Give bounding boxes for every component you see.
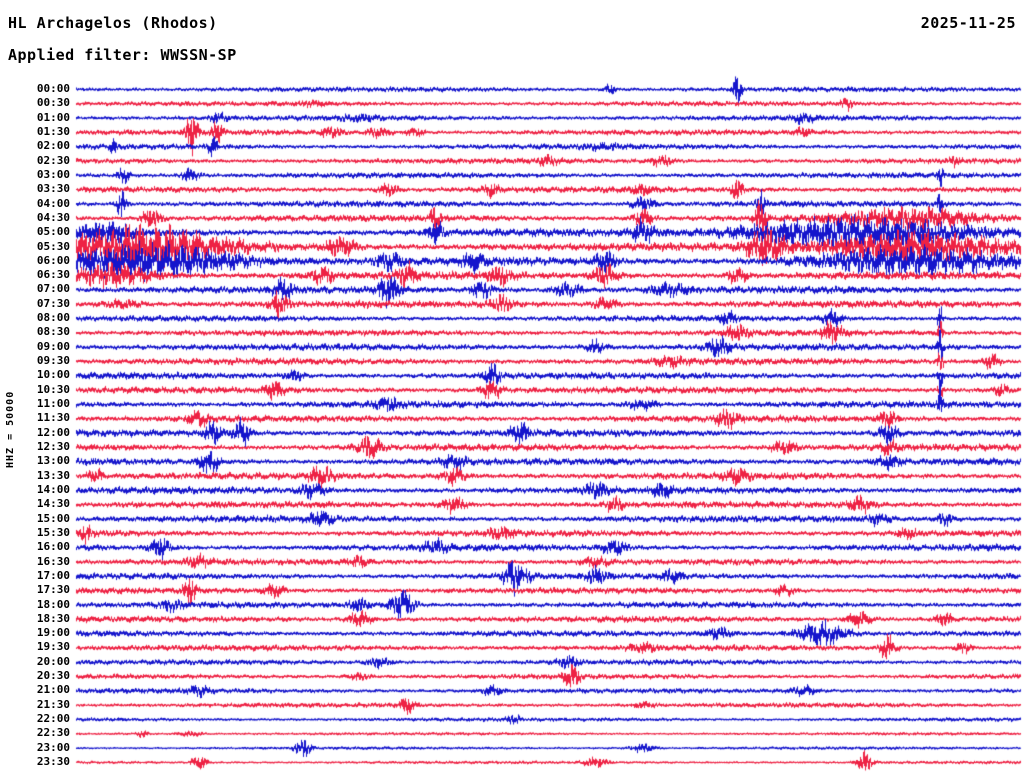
station-title: HL Archagelos (Rhodos) <box>8 14 218 32</box>
filter-label: Applied filter: WWSSN-SP <box>8 46 237 64</box>
record-date: 2025-11-25 <box>920 14 1016 32</box>
seismogram-traces <box>0 70 1024 780</box>
